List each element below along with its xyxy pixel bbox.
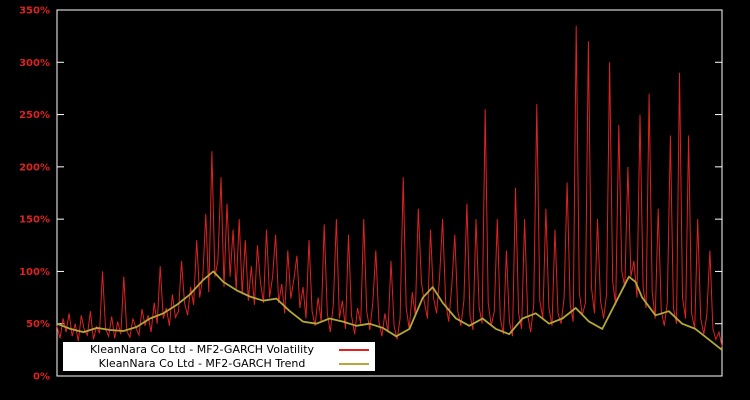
y-tick-label: 0%	[33, 372, 50, 383]
series-volatility-line	[56, 25, 723, 347]
legend-label-trend: KleanNara Co Ltd - MF2-GARCH Trend	[98, 356, 306, 370]
y-tick-label: 250%	[19, 110, 50, 121]
chart-legend: KleanNara Co Ltd - MF2-GARCH Volatility …	[62, 341, 376, 372]
legend-line-sample-trend	[339, 362, 369, 365]
legend-item-trend: KleanNara Co Ltd - MF2-GARCH Trend	[63, 357, 375, 371]
y-tick-label: 50%	[26, 319, 50, 330]
y-tick-label: 350%	[19, 6, 50, 17]
legend-line-sample-volatility	[339, 348, 369, 351]
y-tick-label: 150%	[19, 215, 50, 226]
y-tick-label: 300%	[19, 58, 50, 69]
y-tick-label: 200%	[19, 162, 50, 173]
y-tick-label: 100%	[19, 267, 50, 278]
legend-label-volatility: KleanNara Co Ltd - MF2-GARCH Volatility	[89, 342, 315, 356]
legend-item-volatility: KleanNara Co Ltd - MF2-GARCH Volatility	[63, 343, 375, 357]
series-trend-line	[56, 270, 723, 351]
